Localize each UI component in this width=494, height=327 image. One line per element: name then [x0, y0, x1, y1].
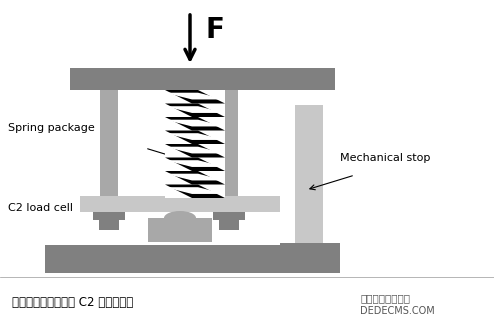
Bar — [80, 196, 280, 212]
Text: 织梦内容管理系统: 织梦内容管理系统 — [360, 293, 410, 303]
Text: Mechanical stop: Mechanical stop — [340, 153, 430, 163]
Polygon shape — [165, 187, 225, 194]
Polygon shape — [165, 171, 225, 184]
Bar — [219, 220, 239, 230]
Polygon shape — [165, 104, 225, 117]
Bar — [213, 208, 245, 220]
Bar — [165, 90, 225, 198]
Polygon shape — [165, 106, 225, 113]
Bar — [100, 90, 118, 210]
Text: Spring package: Spring package — [8, 123, 95, 133]
Text: C2 load cell: C2 load cell — [8, 203, 73, 213]
Bar — [295, 105, 323, 245]
Text: DEDECMS.COM: DEDECMS.COM — [360, 306, 435, 316]
Text: F: F — [205, 16, 224, 44]
Polygon shape — [165, 120, 225, 127]
Bar — [148, 218, 212, 242]
Ellipse shape — [164, 211, 196, 225]
Polygon shape — [165, 147, 225, 153]
Polygon shape — [165, 133, 225, 140]
Bar — [93, 208, 125, 220]
Bar — [70, 68, 335, 90]
Bar — [280, 243, 340, 253]
Text: 带有弹簧限位装置的 C2 称重传感器: 带有弹簧限位装置的 C2 称重传感器 — [12, 296, 133, 308]
Bar — [99, 220, 119, 230]
Polygon shape — [165, 117, 225, 130]
Polygon shape — [165, 184, 225, 198]
Polygon shape — [165, 160, 225, 167]
Polygon shape — [165, 90, 225, 104]
Polygon shape — [165, 158, 225, 171]
Polygon shape — [165, 144, 225, 158]
Bar — [45, 245, 340, 273]
Bar — [220, 90, 238, 210]
Polygon shape — [165, 174, 225, 181]
Polygon shape — [165, 130, 225, 144]
Polygon shape — [165, 93, 225, 99]
